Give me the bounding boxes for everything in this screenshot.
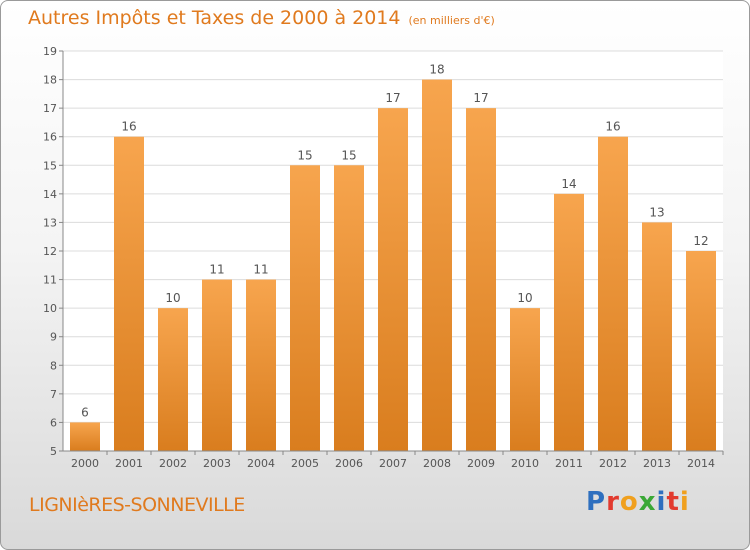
y-tick-label: 10 (43, 302, 57, 315)
data-label: 16 (605, 120, 620, 134)
x-tick-label: 2009 (467, 457, 495, 470)
chart-title: Autres Impôts et Taxes de 2000 à 2014 (en… (28, 7, 495, 29)
data-label: 15 (341, 148, 356, 162)
bar (510, 308, 540, 451)
logo-letter: r (606, 487, 620, 517)
data-labels: 6 16 10 11 11 15 15 17 18 17 10 14 16 13 12 (81, 63, 708, 420)
bar (466, 108, 496, 452)
data-label: 14 (561, 177, 576, 191)
data-label: 15 (297, 148, 312, 162)
y-tick-label: 17 (43, 102, 57, 115)
logo-letter: x (638, 487, 657, 517)
bar (642, 222, 672, 451)
data-label: 17 (385, 91, 400, 105)
y-axis: 5 6 7 8 9 10 11 12 13 14 15 16 17 18 19 (43, 45, 63, 458)
x-tick-label: 2013 (643, 457, 671, 470)
logo-letter: i (656, 487, 667, 517)
y-tick-label: 5 (50, 445, 57, 458)
chart-unit: (en milliers d'€) (408, 14, 495, 27)
data-label: 17 (473, 91, 488, 105)
bar (246, 279, 276, 451)
x-tick-label: 2004 (247, 457, 275, 470)
x-tick-label: 2003 (203, 457, 231, 470)
y-tick-label: 14 (43, 188, 57, 201)
x-tick-label: 2006 (335, 457, 363, 470)
proxiti-logo: Proxiti (586, 487, 690, 517)
bar (422, 79, 452, 452)
y-tick-label: 19 (43, 45, 57, 58)
bars (70, 79, 716, 452)
data-label: 10 (165, 291, 180, 305)
x-tick-label: 2002 (159, 457, 187, 470)
bar (290, 165, 320, 452)
data-label: 11 (253, 263, 268, 277)
x-tick-label: 2007 (379, 457, 407, 470)
x-tick-label: 2005 (291, 457, 319, 470)
y-tick-label: 9 (50, 331, 57, 344)
data-label: 6 (81, 405, 89, 419)
y-tick-label: 18 (43, 74, 57, 87)
bar (70, 422, 100, 451)
y-tick-label: 15 (43, 159, 57, 172)
logo-letter: t (666, 487, 680, 517)
y-tick-label: 11 (43, 274, 57, 287)
x-tick-label: 2011 (555, 457, 583, 470)
x-tick-label: 2000 (71, 457, 99, 470)
data-label: 12 (693, 234, 708, 248)
bar (334, 165, 364, 452)
data-label: 10 (517, 291, 532, 305)
chart-title-text: Autres Impôts et Taxes de 2000 à 2014 (28, 7, 401, 29)
logo-letter: o (619, 487, 639, 517)
data-label: 16 (121, 120, 136, 134)
x-tick-label: 2008 (423, 457, 451, 470)
bar (114, 136, 144, 451)
x-tick-label: 2001 (115, 457, 143, 470)
x-axis: 2000 2001 2002 2003 2004 2005 2006 2007 2008 2009… (71, 451, 724, 470)
logo-letter: i (679, 487, 690, 517)
y-tick-label: 7 (50, 388, 57, 401)
y-tick-label: 6 (50, 416, 57, 429)
y-tick-label: 12 (43, 245, 57, 258)
data-label: 11 (209, 263, 224, 277)
bar (686, 251, 716, 451)
y-tick-label: 8 (50, 359, 57, 372)
data-label: 18 (429, 63, 444, 77)
logo-letter: P (586, 487, 607, 517)
x-tick-label: 2014 (687, 457, 715, 470)
y-tick-label: 16 (43, 131, 57, 144)
commune-name: LIGNIèRES-SONNEVILLE (29, 494, 245, 516)
bar (554, 193, 584, 451)
bar (598, 136, 628, 451)
y-tick-label: 13 (43, 216, 57, 229)
bar (202, 279, 232, 451)
x-tick-label: 2012 (599, 457, 627, 470)
x-tick-label: 2010 (511, 457, 539, 470)
data-label: 13 (649, 205, 664, 219)
bar (378, 108, 408, 452)
bar (158, 308, 188, 451)
